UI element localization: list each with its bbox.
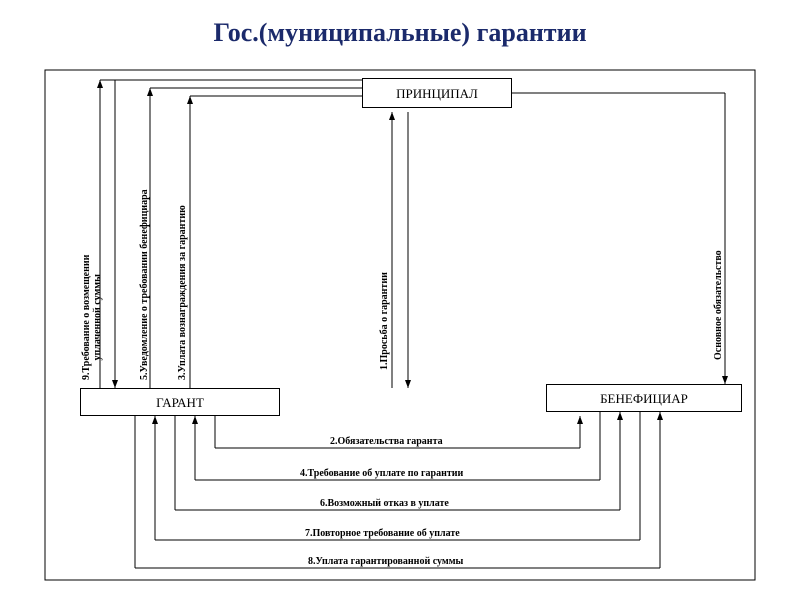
hlabel-2: 2.Обязательства гаранта: [330, 436, 443, 447]
vlabel-3: 3.Уплата вознаграждения за гарантию: [178, 205, 189, 380]
node-benef-label: БЕНЕФИЦИАР: [600, 391, 688, 406]
vlabel-9: 9.Требование о возмещении уплаченной сум…: [82, 255, 103, 380]
hlabel-4: 4.Требование об уплате по гарантии: [300, 468, 463, 479]
hlabel-7: 7.Повторное требование об уплате: [305, 528, 460, 539]
hlabel-6: 6.Возможный отказ в уплате: [320, 498, 449, 509]
node-principal: ПРИНЦИПАЛ: [362, 78, 512, 108]
hlabel-8: 8.Уплата гарантированной суммы: [308, 556, 463, 567]
vlabel-osn: Основное обязательство: [714, 250, 725, 360]
page-title: Гос.(муниципальные) гарантии: [0, 18, 800, 48]
vlabel-5: 5.Уведомление о требовании бенефициара: [140, 189, 151, 380]
node-garant-label: ГАРАНТ: [156, 395, 204, 410]
node-principal-label: ПРИНЦИПАЛ: [396, 86, 478, 101]
node-garant: ГАРАНТ: [80, 388, 280, 416]
node-benef: БЕНЕФИЦИАР: [546, 384, 742, 412]
vlabel-1: 1.Просьба о гарантии: [380, 272, 391, 370]
title-text: Гос.(муниципальные) гарантии: [213, 18, 586, 47]
